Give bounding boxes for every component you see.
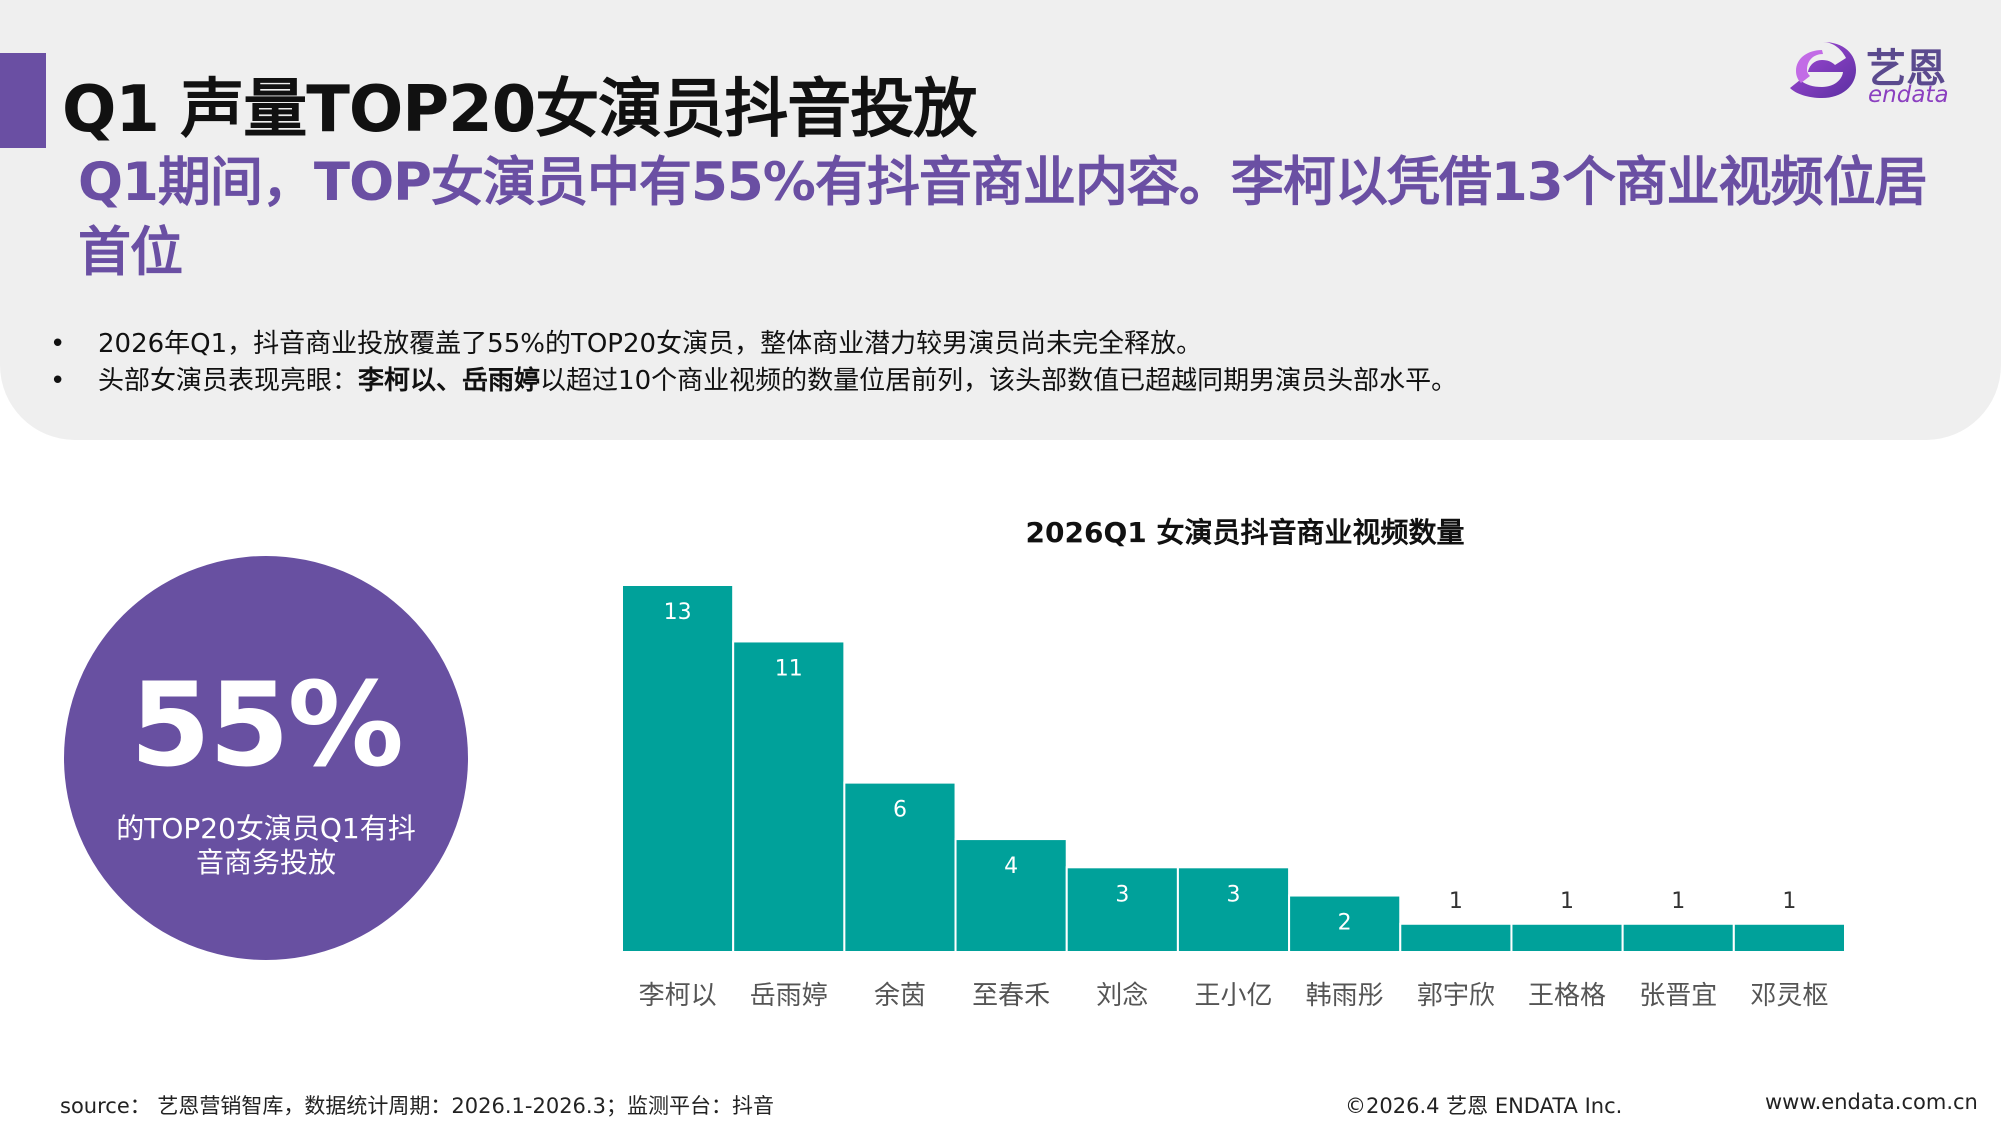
- bar: [1176, 866, 1291, 953]
- x-tick-label: 李柯以: [639, 981, 717, 1011]
- endata-logo-icon: [1790, 42, 1856, 98]
- footer-copyright: ©2026.4 艺恩 ENDATA Inc.: [1345, 1094, 1623, 1118]
- bar-value-label: 2: [1338, 911, 1352, 936]
- x-tick-label: 刘念: [1096, 981, 1148, 1011]
- bullet-bold-names: 李柯以、岳雨婷: [358, 366, 541, 396]
- bar: [621, 584, 735, 953]
- x-tick-label: 邓灵枢: [1750, 981, 1828, 1011]
- bullet-prefix: 头部女演员表现亮眼：: [98, 366, 359, 396]
- bar-value-label: 1: [1560, 889, 1574, 914]
- bar-value-label: 1: [1449, 889, 1463, 914]
- highlight-circle: 55% 的TOP20女演员Q1有抖音商务投放: [64, 556, 468, 960]
- bar-value-label: 6: [893, 798, 907, 823]
- bullet-suffix: 以超过10个商业视频的数量位居前列，该头部数值已超越同期男演员头部水平。: [540, 366, 1458, 396]
- bar-value-label: 13: [664, 600, 692, 625]
- bar: [1399, 922, 1513, 953]
- header-panel: [0, 0, 2001, 440]
- bar: [1510, 922, 1624, 953]
- headline: Q1期间，TOP女演员中有55%有抖音商业内容。李柯以凭借13个商业视频位居首位: [78, 152, 1928, 283]
- bullet-text: 2026年Q1，抖音商业投放覆盖了55%的TOP20女演员，整体商业潜力较男演员…: [98, 329, 1203, 359]
- x-tick-label: 余茵: [874, 981, 926, 1011]
- bar-chart: 13 李柯以 11 岳雨婷 6 余茵 4 至春禾 3 刘念 3 王小亿 2 韩雨彤 1 郭宇欣 1 王格格 1 张晋宜…: [621, 584, 1847, 1011]
- x-tick-label: 郭宇欣: [1417, 981, 1495, 1011]
- bar: [1621, 922, 1735, 953]
- footer-url: www.endata.com.cn: [1765, 1090, 1978, 1114]
- bar: [732, 640, 846, 953]
- bullet-marker: •: [50, 329, 66, 359]
- bullet-marker: •: [50, 366, 66, 396]
- page-title: Q1 声量TOP20女演员抖音投放: [62, 73, 977, 147]
- x-tick-label: 张晋宜: [1639, 981, 1717, 1011]
- bar: [954, 838, 1068, 953]
- bar-value-label: 3: [1227, 882, 1241, 907]
- summary-bullets: • 2026年Q1，抖音商业投放覆盖了55%的TOP20女演员，整体商业潜力较男…: [48, 326, 1457, 400]
- logo-chinese-name: 艺恩: [1866, 46, 1946, 92]
- x-tick-label: 王格格: [1528, 981, 1606, 1011]
- title-accent-bar: [0, 53, 46, 148]
- highlight-percentage: 55%: [130, 658, 404, 793]
- x-tick-label: 岳雨婷: [750, 981, 828, 1011]
- bar-value-label: 4: [1004, 854, 1018, 879]
- bar-value-label: 1: [1782, 889, 1796, 914]
- x-tick-label: 韩雨彤: [1306, 981, 1384, 1011]
- bullet-item: • 2026年Q1，抖音商业投放覆盖了55%的TOP20女演员，整体商业潜力较男…: [48, 326, 1457, 363]
- bar-value-label: 3: [1115, 882, 1129, 907]
- endata-logo: 艺恩 endata: [1786, 36, 1966, 108]
- logo-english-name: endata: [1868, 82, 1949, 108]
- bullet-item: • 头部女演员表现亮眼：李柯以、岳雨婷以超过10个商业视频的数量位居前列，该头部…: [48, 363, 1457, 400]
- bar-value-label: 1: [1671, 889, 1685, 914]
- x-tick-label: 王小亿: [1194, 981, 1272, 1011]
- bar-value-label: 11: [775, 656, 803, 681]
- chart-title: 2026Q1 女演员抖音商业视频数量: [1025, 516, 1465, 549]
- bar: [1065, 866, 1179, 953]
- highlight-caption: 的TOP20女演员Q1有抖音商务投放: [116, 812, 416, 879]
- x-tick-label: 至春禾: [972, 981, 1050, 1011]
- bar: [1732, 922, 1847, 953]
- footer-source: source： 艺恩营销智库，数据统计周期：2026.1-2026.3；监测平台…: [60, 1094, 774, 1118]
